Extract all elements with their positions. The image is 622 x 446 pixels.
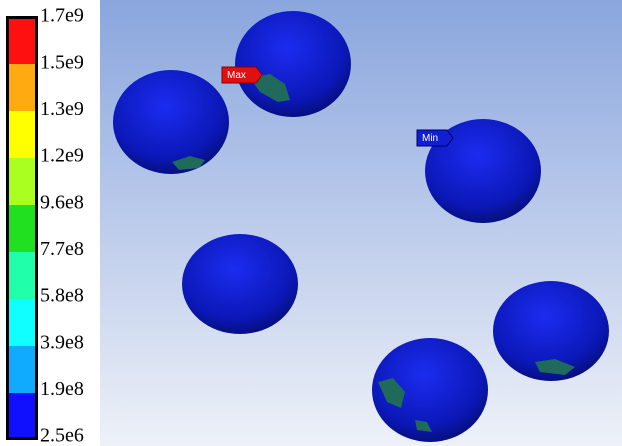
legend-label: 1.5e9	[40, 51, 84, 73]
legend-label: 1.7e9	[40, 5, 84, 27]
legend-band	[9, 299, 35, 346]
result-view: Max Min 1.7e9 1.5e9 1.3e9 1.2e9 9.6e8 7.7e8 5.…	[0, 0, 622, 446]
min-probe: Min	[417, 130, 453, 146]
probe-label: Min	[422, 133, 438, 144]
max-probe: Max	[222, 67, 262, 83]
probe-label: Max	[227, 70, 246, 81]
legend-band	[9, 393, 35, 437]
color-legend: 1.7e9 1.5e9 1.3e9 1.2e9 9.6e8 7.7e8 5.8e8 3.9e8…	[6, 5, 84, 446]
sphere	[182, 234, 298, 334]
legend-band	[9, 346, 35, 393]
legend-label: 2.5e6	[40, 425, 84, 446]
legend-label: 1.9e8	[40, 378, 84, 400]
legend-band	[9, 111, 35, 158]
sphere	[235, 11, 351, 117]
legend-band	[9, 64, 35, 111]
legend-band	[9, 158, 35, 205]
legend-label: 1.2e9	[40, 145, 84, 167]
legend-label: 7.7e8	[40, 238, 84, 260]
legend-band	[9, 19, 35, 64]
legend-label: 9.6e8	[40, 191, 84, 213]
legend-band	[9, 252, 35, 299]
legend-band	[9, 205, 35, 252]
legend-label: 1.3e9	[40, 98, 84, 120]
legend-label: 5.8e8	[40, 285, 84, 307]
sphere	[113, 70, 229, 174]
legend-label: 3.9e8	[40, 331, 84, 353]
